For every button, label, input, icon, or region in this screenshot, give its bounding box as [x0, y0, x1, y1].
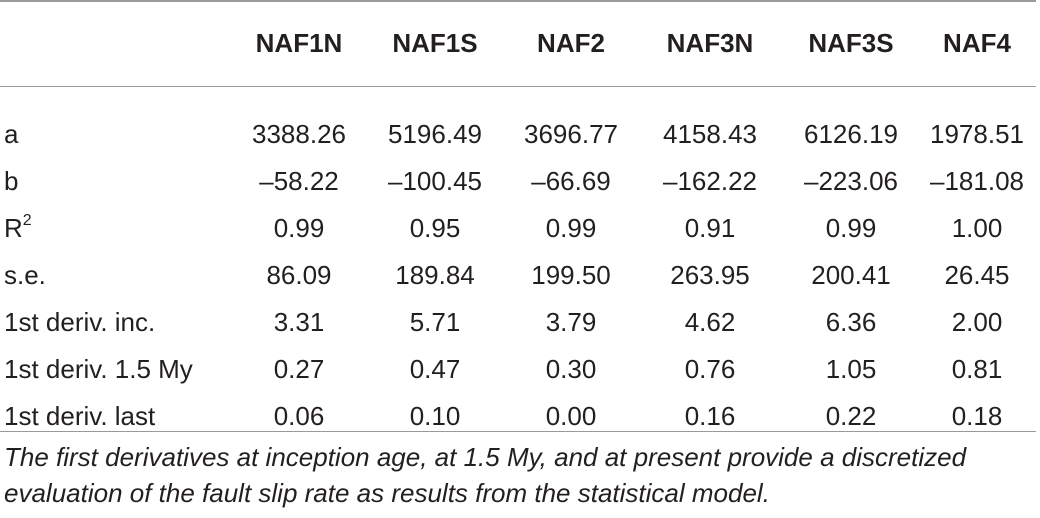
table-cell: 0.91 — [684, 213, 736, 243]
table-cell: 3696.77 — [524, 119, 618, 149]
table-row: b –58.22 –100.45 –66.69 –162.22 –223.06 … — [0, 158, 1036, 205]
table-cell: –162.22 — [663, 166, 757, 196]
table-row: 1st deriv. 1.5 My 0.27 0.47 0.30 0.76 1.… — [0, 346, 1036, 393]
row-label-text: R — [4, 213, 23, 243]
table-cell: 3.31 — [273, 307, 325, 337]
table-cell: 0.95 — [409, 213, 461, 243]
row-label: a — [4, 119, 19, 149]
table-cell: 0.30 — [545, 354, 597, 384]
column-header: NAF4 — [943, 28, 1011, 58]
table-row: R2 0.99 0.95 0.99 0.91 0.99 1.00 — [0, 205, 1036, 252]
table-cell: 2.00 — [951, 307, 1003, 337]
table-bottom-rule — [0, 431, 1036, 432]
table-cell: 0.81 — [951, 354, 1003, 384]
table-top-rule — [0, 0, 1036, 2]
table-cell: 0.22 — [825, 401, 877, 431]
table-cell: 0.06 — [273, 401, 325, 431]
table-row: s.e. 86.09 189.84 199.50 263.95 200.41 2… — [0, 252, 1036, 299]
table-cell: 4158.43 — [663, 119, 757, 149]
table-cell: –66.69 — [531, 166, 611, 196]
row-label: 1st deriv. last — [4, 401, 156, 431]
table-cell: 6126.19 — [804, 119, 898, 149]
data-table: NAF1N NAF1S NAF2 NAF3N NAF3S NAF4 a 3388… — [0, 0, 1036, 440]
header-row: NAF1N NAF1S NAF2 NAF3N NAF3S NAF4 — [0, 0, 1036, 87]
table-cell: 0.00 — [545, 401, 597, 431]
table-cell: 0.27 — [273, 354, 325, 384]
table-cell: 0.47 — [409, 354, 461, 384]
superscript: 2 — [22, 212, 32, 230]
table-cell: 1.00 — [951, 213, 1003, 243]
table-cell: 0.99 — [273, 213, 325, 243]
table-cell: 1.05 — [825, 354, 877, 384]
table-cell: 4.62 — [684, 307, 736, 337]
row-label: b — [4, 166, 19, 196]
table-cell: 0.99 — [825, 213, 877, 243]
table-row: 1st deriv. inc. 3.31 5.71 3.79 4.62 6.36… — [0, 299, 1036, 346]
table-cell: –58.22 — [259, 166, 339, 196]
table-cell: 199.50 — [531, 260, 611, 290]
table-cell: 0.18 — [951, 401, 1003, 431]
table-cell: –181.08 — [930, 166, 1024, 196]
row-label: 1st deriv. 1.5 My — [4, 354, 193, 384]
table-cell: 189.84 — [395, 260, 475, 290]
table-cell: 3388.26 — [252, 119, 346, 149]
column-header: NAF3N — [666, 28, 754, 58]
table-cell: 0.10 — [409, 401, 461, 431]
table-cell: 6.36 — [825, 307, 877, 337]
table-cell: 5196.49 — [388, 119, 482, 149]
header-rule — [0, 86, 1036, 87]
column-header: NAF1S — [392, 28, 478, 58]
table-cell: –100.45 — [388, 166, 482, 196]
table-row: a 3388.26 5196.49 3696.77 4158.43 6126.1… — [0, 87, 1036, 158]
column-header: NAF3S — [808, 28, 894, 58]
table-cell: 86.09 — [266, 260, 332, 290]
row-label: R2 — [0, 205, 234, 252]
table-cell: 263.95 — [670, 260, 750, 290]
column-header — [0, 0, 234, 87]
table-cell: –223.06 — [804, 166, 898, 196]
row-label: 1st deriv. inc. — [4, 307, 156, 337]
table-cell: 0.76 — [684, 354, 736, 384]
table-caption: The first derivatives at inception age, … — [4, 442, 967, 508]
table-cell: 0.16 — [684, 401, 736, 431]
table-cell: 26.45 — [944, 260, 1010, 290]
table-cell: 3.79 — [545, 307, 597, 337]
table-cell: 1978.51 — [930, 119, 1024, 149]
column-header: NAF1N — [255, 28, 343, 58]
table-row: 1st deriv. last 0.06 0.10 0.00 0.16 0.22… — [0, 393, 1036, 440]
table-cell: 5.71 — [409, 307, 461, 337]
table-cell: 0.99 — [545, 213, 597, 243]
column-header: NAF2 — [537, 28, 605, 58]
row-label: s.e. — [4, 260, 46, 290]
table-cell: 200.41 — [811, 260, 891, 290]
